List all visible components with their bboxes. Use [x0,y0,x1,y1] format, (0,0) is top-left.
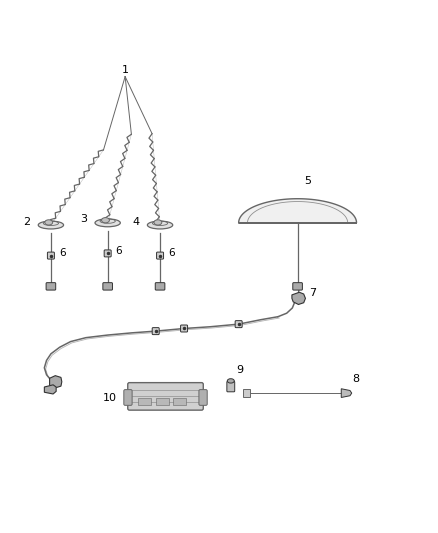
Text: 5: 5 [304,175,311,185]
Text: 10: 10 [103,392,117,402]
Ellipse shape [45,220,53,225]
Text: 9: 9 [236,366,243,375]
Ellipse shape [95,219,120,227]
Text: 8: 8 [352,374,359,384]
FancyBboxPatch shape [152,328,159,335]
FancyBboxPatch shape [235,321,242,328]
Text: 1: 1 [122,65,129,75]
FancyBboxPatch shape [104,250,111,257]
Text: 6: 6 [168,248,174,259]
FancyBboxPatch shape [155,282,165,290]
Ellipse shape [102,217,110,223]
FancyBboxPatch shape [227,381,235,392]
FancyBboxPatch shape [293,282,302,290]
Polygon shape [243,389,250,398]
FancyBboxPatch shape [103,282,113,290]
FancyBboxPatch shape [156,252,163,259]
Text: 6: 6 [116,246,122,256]
FancyBboxPatch shape [180,325,187,332]
Ellipse shape [154,220,162,225]
FancyBboxPatch shape [199,390,207,405]
Bar [173,398,186,405]
Text: 2: 2 [23,216,31,227]
Text: 6: 6 [59,248,65,259]
Text: 3: 3 [80,214,87,224]
Ellipse shape [227,379,234,383]
Bar [138,398,151,405]
Text: 7: 7 [309,288,317,298]
FancyBboxPatch shape [46,282,56,290]
FancyBboxPatch shape [124,390,132,405]
Bar [155,398,169,405]
Polygon shape [341,389,352,398]
Ellipse shape [38,221,64,229]
Polygon shape [49,376,62,388]
Ellipse shape [148,221,173,229]
FancyBboxPatch shape [128,383,203,410]
Polygon shape [292,292,305,304]
Text: 4: 4 [132,216,140,227]
FancyBboxPatch shape [47,252,54,259]
Polygon shape [239,199,357,223]
Polygon shape [44,385,56,394]
